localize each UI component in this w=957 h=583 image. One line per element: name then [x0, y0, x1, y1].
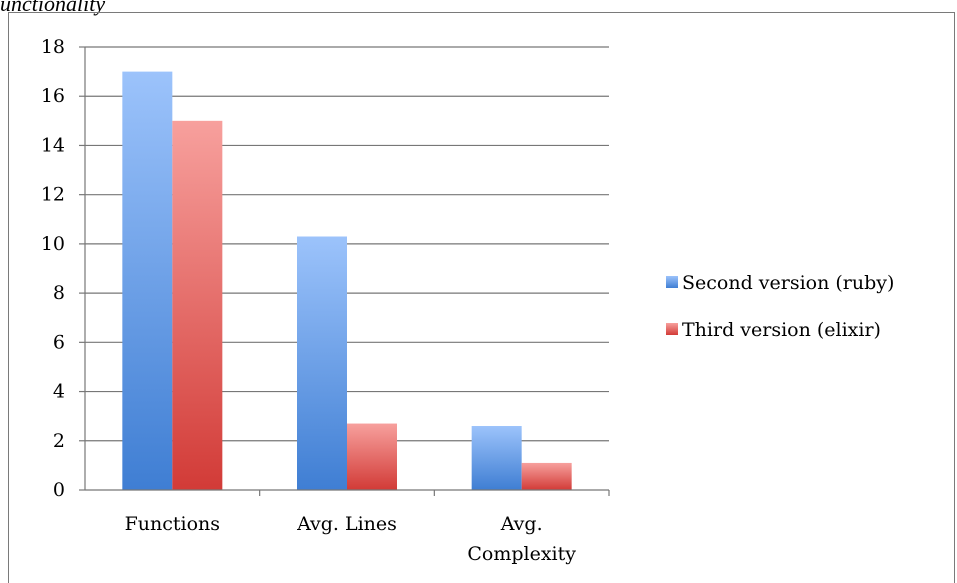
chart-frame	[8, 12, 955, 583]
y-tick-label: 6	[53, 331, 65, 353]
bar-third-version-2	[347, 423, 397, 490]
y-tick-label: 10	[41, 233, 65, 255]
axes	[79, 46, 610, 496]
y-tick-label: 18	[41, 36, 65, 58]
bars	[122, 71, 572, 490]
legend-swatch	[666, 276, 678, 288]
bar-third-version-1	[172, 120, 223, 490]
x-category-label: Avg. Lines	[296, 513, 397, 535]
bar-second-version-1	[122, 71, 173, 490]
legend-label: Third version (elixir)	[682, 319, 881, 341]
y-tick-label: 0	[53, 479, 65, 501]
bar-second-version-2	[297, 236, 347, 490]
legend-label: Second version (ruby)	[682, 272, 894, 294]
y-tick-label: 14	[41, 134, 65, 156]
bar-third-version-3	[521, 462, 572, 490]
legend-swatch	[666, 323, 678, 335]
axis-labels: 0 2 4 6 8 10 12 14 16 18 Functions Avg. Lines Avg. Co…	[41, 36, 576, 565]
x-category-label: Avg. Complexity	[467, 513, 576, 565]
y-tick-label: 16	[41, 85, 65, 107]
y-tick-label: 8	[53, 282, 65, 304]
y-tick-label: 2	[53, 430, 65, 452]
y-tick-label: 12	[41, 184, 65, 206]
legend: Second version (ruby) Third version (elix…	[666, 272, 894, 341]
y-tick-label: 4	[53, 381, 65, 403]
x-category-label: Functions	[125, 513, 220, 535]
bar-second-version-3	[471, 426, 522, 490]
